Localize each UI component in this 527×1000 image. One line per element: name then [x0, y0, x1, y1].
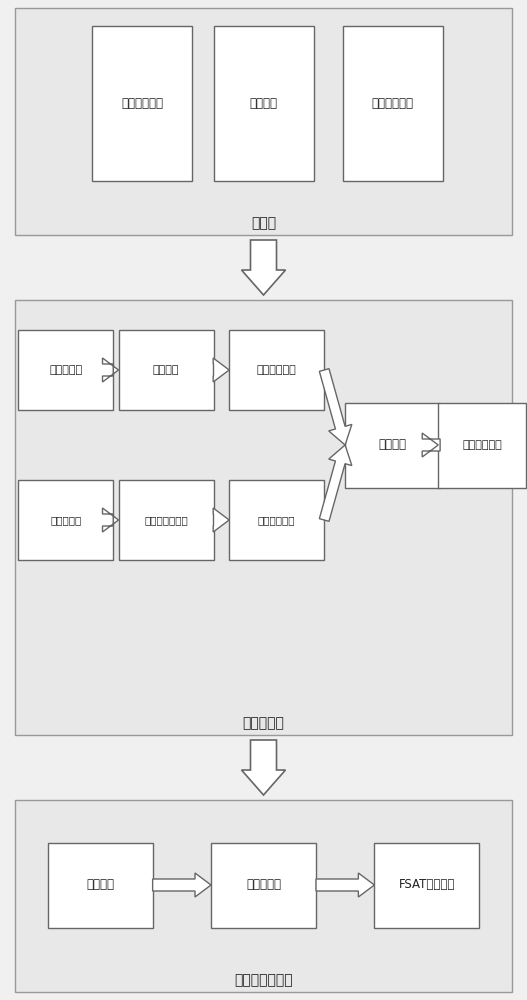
Text: 视频图像: 视频图像 — [86, 879, 114, 892]
Bar — [119, 330, 213, 410]
Text: 交互层: 交互层 — [251, 216, 276, 230]
Bar — [18, 480, 113, 560]
Polygon shape — [213, 508, 229, 532]
Polygon shape — [103, 358, 119, 382]
Polygon shape — [241, 240, 286, 295]
Polygon shape — [103, 508, 119, 532]
Bar — [229, 480, 324, 560]
Bar — [211, 842, 316, 928]
Text: 图像预处理: 图像预处理 — [246, 879, 281, 892]
Text: 边缘检测: 边缘检测 — [153, 365, 179, 375]
Text: 聚类特征向量: 聚类特征向量 — [258, 515, 296, 525]
Polygon shape — [213, 358, 229, 382]
Text: 目标特征向量: 目标特征向量 — [257, 365, 297, 375]
Polygon shape — [153, 873, 211, 897]
Bar — [343, 26, 443, 181]
Polygon shape — [319, 445, 352, 521]
Bar — [119, 480, 213, 560]
Text: 阀值报警: 阀值报警 — [249, 97, 278, 110]
Bar — [374, 842, 480, 928]
Bar — [15, 800, 512, 992]
Bar — [438, 402, 526, 488]
Polygon shape — [319, 369, 352, 445]
Text: 机器学习: 机器学习 — [378, 438, 407, 452]
Bar — [213, 26, 314, 181]
Bar — [345, 402, 440, 488]
Polygon shape — [316, 873, 374, 897]
Bar — [15, 8, 512, 235]
Polygon shape — [422, 433, 440, 457]
Text: 高密度人群: 高密度人群 — [50, 515, 82, 525]
Text: 系统参数调整: 系统参数调整 — [372, 97, 414, 110]
Text: 图像数据采集层: 图像数据采集层 — [234, 973, 293, 987]
Text: 人数评估模型: 人数评估模型 — [462, 440, 502, 450]
Text: 低密度人群: 低密度人群 — [50, 365, 82, 375]
Bar — [15, 300, 512, 735]
Bar — [229, 330, 324, 410]
Text: 人数统计显示: 人数统计显示 — [121, 97, 163, 110]
Bar — [92, 26, 192, 181]
Text: 核心算法层: 核心算法层 — [242, 716, 285, 730]
Bar — [47, 842, 153, 928]
Bar — [18, 330, 113, 410]
Text: 特征点密度聚类: 特征点密度聚类 — [144, 515, 188, 525]
Text: FSAT角点检测: FSAT角点检测 — [399, 879, 455, 892]
Polygon shape — [241, 740, 286, 795]
